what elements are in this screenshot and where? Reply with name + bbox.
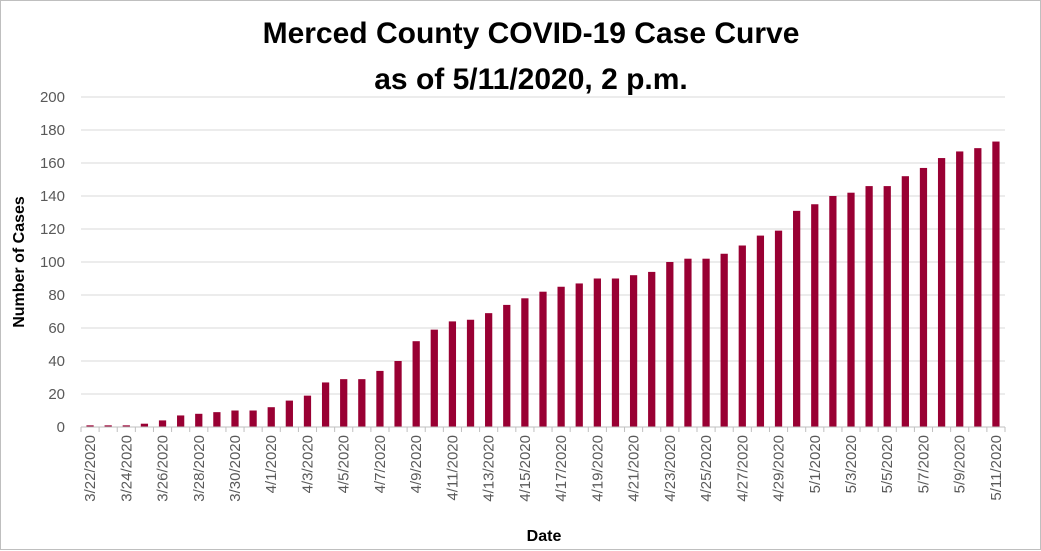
x-tick-label: 5/1/2020 <box>807 435 824 493</box>
x-tick-label: 4/11/2020 <box>444 435 461 501</box>
x-tick-label: 3/26/2020 <box>155 435 172 502</box>
bar <box>177 415 185 427</box>
y-tick-label: 140 <box>40 188 65 205</box>
bar <box>956 151 964 427</box>
x-axis-ticks: 3/22/2020 3/24/2020 3/26/2020 3/28/2020 3/30… <box>80 427 1006 502</box>
bar <box>466 319 475 427</box>
bar <box>720 253 728 427</box>
x-tick-label: 3/24/2020 <box>118 435 135 502</box>
bar <box>666 262 674 427</box>
bar <box>303 395 312 427</box>
bar <box>86 425 94 427</box>
y-tick-label: 80 <box>48 287 65 304</box>
y-tick-label: 180 <box>40 122 65 139</box>
bar <box>919 167 928 427</box>
y-tick-label: 200 <box>40 89 65 106</box>
x-tick-label: 4/17/2020 <box>553 435 570 502</box>
bar <box>340 379 348 427</box>
chart-title: Merced County COVID-19 Case Curve <box>263 17 800 50</box>
bar <box>575 283 583 427</box>
bar <box>883 186 891 427</box>
bar <box>521 298 529 427</box>
x-tick-label: 4/5/2020 <box>336 435 353 493</box>
bar <box>611 278 620 427</box>
chart-subtitle: as of 5/11/2020, 2 p.m. <box>374 63 688 96</box>
bar <box>557 286 565 427</box>
x-tick-label: 4/9/2020 <box>408 435 425 493</box>
x-tick-label: 4/13/2020 <box>481 435 498 502</box>
bar <box>593 278 601 427</box>
bar <box>267 407 275 427</box>
x-tick-label: 3/22/2020 <box>82 435 99 502</box>
x-tick-label: 3/28/2020 <box>191 435 208 502</box>
bar <box>122 425 130 427</box>
y-tick-label: 120 <box>40 221 65 238</box>
bar <box>231 410 239 427</box>
bar <box>774 230 783 427</box>
bar <box>829 196 837 427</box>
bar <box>756 235 765 427</box>
bar <box>448 321 457 427</box>
x-tick-label: 4/25/2020 <box>698 435 715 502</box>
bar <box>394 361 402 427</box>
bar <box>158 420 167 427</box>
bar <box>140 423 149 427</box>
x-tick-label: 4/15/2020 <box>517 435 534 502</box>
x-tick-label: 4/1/2020 <box>263 435 280 493</box>
gridlines <box>81 96 1005 395</box>
y-tick-label: 20 <box>48 386 65 403</box>
bar <box>684 258 692 427</box>
bar <box>992 141 1000 428</box>
bar <box>195 413 203 427</box>
bar <box>629 275 638 427</box>
bar <box>285 400 293 427</box>
bar <box>811 204 819 427</box>
y-tick-label: 160 <box>40 155 65 172</box>
bar <box>358 379 366 427</box>
bar <box>412 341 420 427</box>
bar <box>249 410 257 427</box>
x-tick-label: 4/19/2020 <box>589 435 606 502</box>
bar <box>376 370 384 427</box>
bar <box>539 291 547 427</box>
bar <box>648 271 656 427</box>
bar <box>793 210 801 427</box>
y-tick-label: 60 <box>48 320 65 337</box>
bar <box>702 258 710 427</box>
bar <box>213 412 221 427</box>
bar <box>847 192 855 427</box>
y-tick-label: 40 <box>48 353 65 370</box>
bar <box>104 425 112 427</box>
x-tick-label: 3/30/2020 <box>227 435 244 502</box>
x-tick-label: 5/11/2020 <box>988 435 1005 501</box>
x-tick-label: 4/21/2020 <box>626 435 643 502</box>
x-tick-label: 4/7/2020 <box>372 435 389 493</box>
x-tick-label: 5/5/2020 <box>879 435 896 493</box>
x-tick-label: 4/23/2020 <box>662 435 679 502</box>
bar <box>485 313 493 427</box>
bar <box>937 158 946 428</box>
x-tick-label: 5/9/2020 <box>952 435 969 493</box>
bar <box>901 176 909 427</box>
bar <box>738 245 746 427</box>
y-tick-label: 100 <box>40 254 65 271</box>
bars <box>86 141 1000 428</box>
x-axis-label: Date <box>527 528 562 545</box>
bar <box>430 329 438 427</box>
bar <box>321 382 330 427</box>
bar <box>974 148 982 427</box>
x-tick-label: 5/7/2020 <box>915 435 932 493</box>
y-tick-label: 0 <box>57 419 65 436</box>
x-tick-label: 4/29/2020 <box>771 435 788 502</box>
x-tick-label: 4/27/2020 <box>734 435 751 502</box>
bar <box>865 186 873 427</box>
bar <box>503 304 511 427</box>
x-tick-label: 5/3/2020 <box>843 435 860 493</box>
y-axis-ticks: 0 20 40 60 80 100 120 140 160 180 200 <box>40 89 65 436</box>
y-axis-label: Number of Cases <box>11 196 28 328</box>
x-tick-label: 4/3/2020 <box>299 435 316 493</box>
